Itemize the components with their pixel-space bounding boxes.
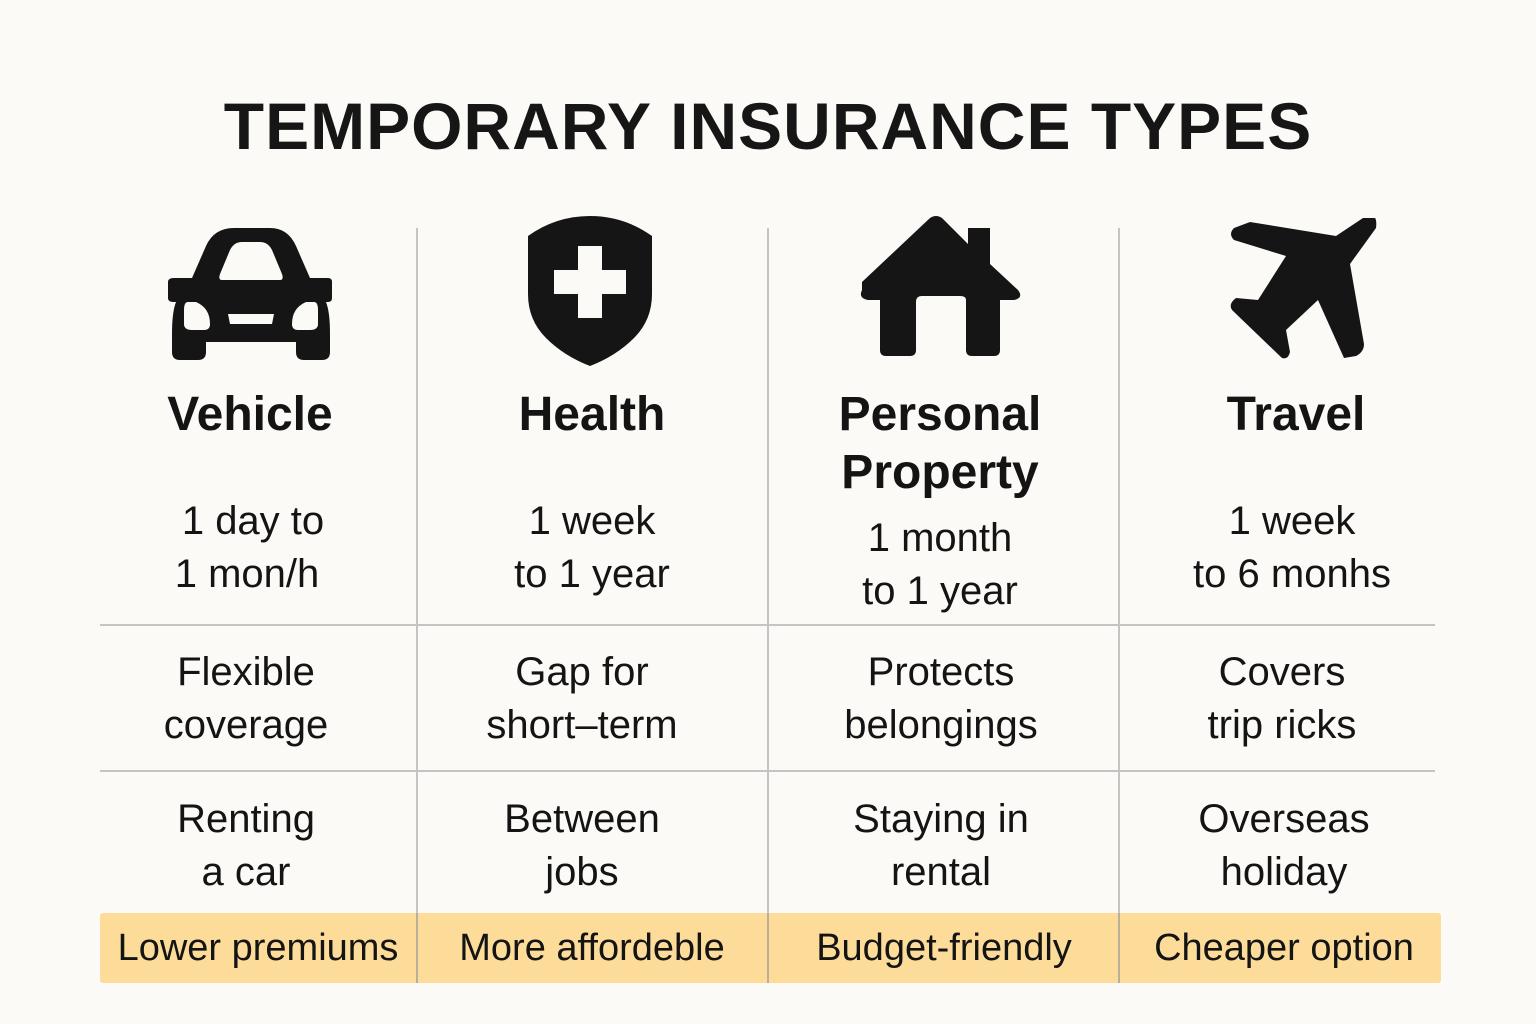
name-line: Property	[841, 446, 1039, 499]
duration-line: to 6 monhs	[1193, 552, 1391, 596]
column-divider	[416, 913, 418, 983]
duration-line: to 1 year	[514, 552, 670, 596]
use-case-text: Between jobs	[432, 793, 732, 899]
benefit-text: Covers trip ricks	[1132, 646, 1432, 752]
duration-line: 1 day to	[181, 499, 325, 543]
name-line: Personal	[838, 388, 1042, 441]
column-divider	[767, 913, 769, 983]
page-title: TEMPORARY INSURANCE TYPES	[223, 89, 1313, 163]
benefit-line: Covers	[1218, 650, 1346, 694]
savings-label: More affordeble	[459, 927, 725, 969]
duration-text: 1 week to 1 year	[442, 495, 742, 601]
duration-line: 1 week	[528, 499, 656, 543]
name-line: Vehicle	[167, 388, 333, 441]
savings-highlight-band	[100, 913, 1441, 983]
use-case-line: Overseas	[1198, 797, 1370, 841]
use-case-line: Renting	[177, 797, 315, 841]
use-case-line: holiday	[1220, 850, 1348, 894]
benefit-line: short–term	[486, 703, 678, 747]
insurance-type-name: Travel	[1146, 386, 1446, 444]
use-case-line: Staying in	[853, 797, 1029, 841]
benefit-text: Flexible coverage	[100, 646, 392, 752]
name-line: Travel	[1226, 388, 1366, 441]
shield-plus-icon	[526, 216, 656, 366]
row-divider	[100, 624, 1435, 626]
car-icon	[166, 226, 336, 362]
use-case-line: Between	[504, 797, 660, 841]
duration-text: 1 day to 1 mon/h	[100, 495, 400, 601]
benefit-line: belongings	[844, 703, 1038, 747]
duration-line: 1 month	[867, 516, 1013, 560]
name-line: Health	[518, 388, 666, 441]
column-divider	[1118, 228, 1120, 983]
use-case-line: rental	[890, 850, 992, 894]
benefit-text: Gap for short–term	[432, 646, 732, 752]
duration-line: to 1 year	[862, 569, 1018, 613]
benefit-line: Protects	[867, 650, 1015, 694]
airplane-icon	[1228, 218, 1378, 360]
savings-label: Cheaper option	[1154, 927, 1414, 969]
use-case-line: jobs	[545, 850, 619, 894]
benefit-line: trip ricks	[1207, 703, 1357, 747]
benefit-line: coverage	[163, 703, 329, 747]
savings-label: Lower premiums	[117, 927, 399, 969]
column-divider	[416, 228, 418, 983]
benefit-line: Gap for	[515, 650, 649, 694]
house-icon	[860, 216, 1022, 358]
benefit-text: Protects belongings	[790, 646, 1092, 752]
duration-text: 1 week to 6 monhs	[1142, 495, 1442, 601]
duration-text: 1 month to 1 year	[790, 512, 1090, 618]
savings-label: Budget-friendly	[816, 927, 1072, 969]
use-case-text: Renting a car	[100, 793, 392, 899]
column-divider	[1118, 913, 1120, 983]
use-case-text: Staying in rental	[790, 793, 1092, 899]
row-divider	[100, 770, 1435, 772]
insurance-type-name: Vehicle	[100, 386, 400, 444]
column-divider	[767, 228, 769, 983]
use-case-line: a car	[201, 850, 291, 894]
insurance-type-name: Personal Property	[790, 386, 1090, 502]
insurance-type-name: Health	[442, 386, 742, 444]
use-case-text: Overseas holiday	[1134, 793, 1434, 899]
duration-line: 1 mon/h	[174, 552, 320, 596]
duration-line: 1 week	[1228, 499, 1356, 543]
benefit-line: Flexible	[177, 650, 315, 694]
